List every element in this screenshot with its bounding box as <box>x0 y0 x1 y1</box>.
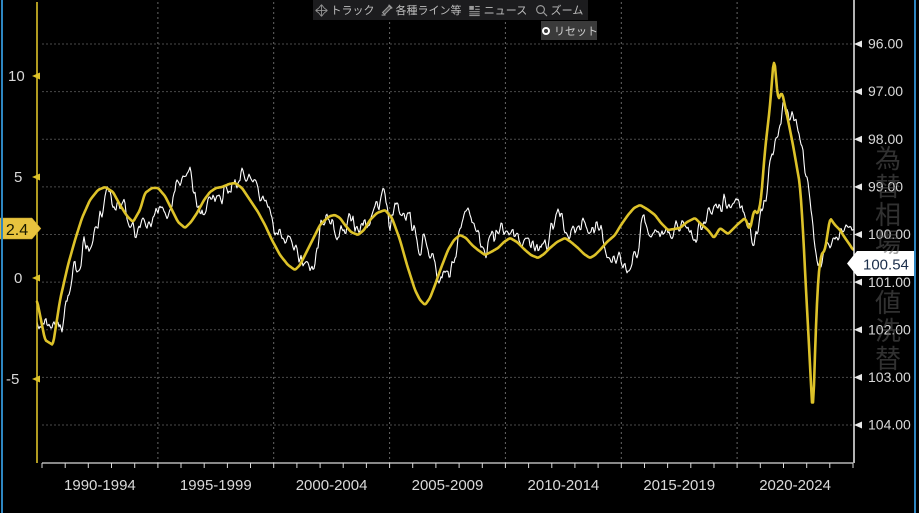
svg-text:替: 替 <box>875 172 901 202</box>
svg-text:洗: 洗 <box>875 316 901 346</box>
svg-text:為: 為 <box>875 144 901 174</box>
svg-text:2000-2004: 2000-2004 <box>296 477 368 494</box>
svg-text:相: 相 <box>875 200 901 230</box>
svg-text:2.4: 2.4 <box>6 222 28 239</box>
svg-text:1990-1994: 1990-1994 <box>64 477 136 494</box>
svg-text:100.54: 100.54 <box>863 257 909 274</box>
svg-text:替: 替 <box>875 344 901 374</box>
svg-text:0: 0 <box>14 270 22 287</box>
svg-text:値: 値 <box>875 288 901 318</box>
svg-text:104.00: 104.00 <box>868 417 911 433</box>
svg-text:2005-2009: 2005-2009 <box>412 477 484 494</box>
svg-text:10: 10 <box>8 68 25 85</box>
svg-text:5: 5 <box>14 169 22 186</box>
svg-text:-5: -5 <box>6 371 19 388</box>
svg-text:2010-2014: 2010-2014 <box>528 477 600 494</box>
svg-text:場: 場 <box>875 228 901 258</box>
svg-text:2015-2019: 2015-2019 <box>643 477 715 494</box>
svg-text:1995-1999: 1995-1999 <box>180 477 252 494</box>
svg-text:97.00: 97.00 <box>868 83 903 99</box>
svg-text:96.00: 96.00 <box>868 36 903 52</box>
svg-text:2020-2024: 2020-2024 <box>759 477 831 494</box>
